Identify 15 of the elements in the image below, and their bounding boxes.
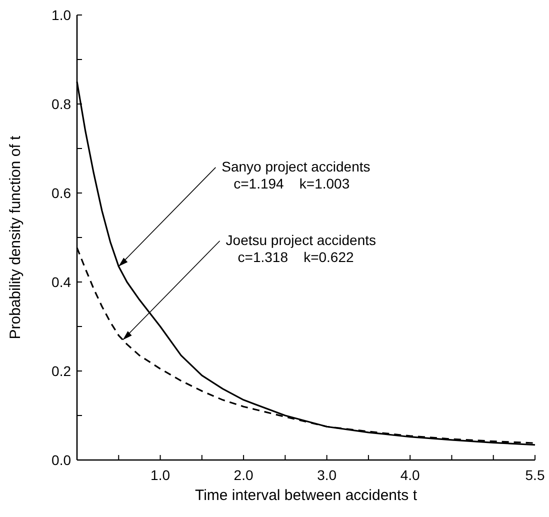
y-tick-label: 1.0 [52, 7, 72, 23]
x-tick-label: 2.0 [234, 467, 254, 483]
x-tick-label: 5.5 [525, 467, 545, 483]
y-tick-label: 0.4 [52, 274, 72, 290]
x-axis-title: Time interval between accidents t [194, 487, 418, 504]
x-tick-label: 1.0 [150, 467, 170, 483]
y-axis-title: Probability density function of t [7, 134, 24, 340]
x-tick-label: 3.0 [317, 467, 337, 483]
x-tick-label: 4.0 [400, 467, 420, 483]
y-tick-label: 0.0 [52, 452, 72, 468]
annotation: Joetsu project accidents c=1.318 k=0.622 [226, 232, 376, 265]
y-tick-label: 0.2 [52, 363, 72, 379]
y-tick-label: 0.8 [52, 96, 72, 112]
y-tick-label: 0.6 [52, 185, 72, 201]
annotation: Sanyo project accidents c=1.194 k=1.003 [222, 158, 370, 192]
